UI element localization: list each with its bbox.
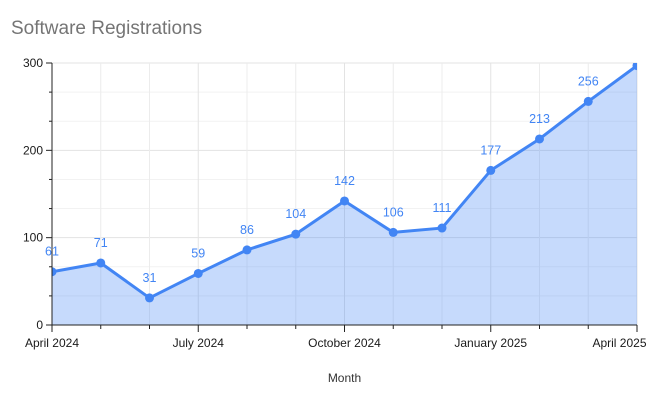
- series-markers: [48, 61, 642, 303]
- series-area-fill: [52, 65, 637, 325]
- data-point-marker[interactable]: [193, 268, 203, 278]
- chart-title: Software Registrations: [11, 18, 203, 39]
- x-axis-tick-label: January 2025: [454, 336, 527, 350]
- x-axis-title: Month: [327, 371, 362, 385]
- x-axis-tick-label: October 2024: [308, 336, 381, 350]
- data-point-label: 106: [383, 205, 404, 219]
- data-point-marker[interactable]: [535, 134, 544, 144]
- data-point-marker[interactable]: [583, 96, 593, 106]
- y-axis-tick-label: 100: [23, 231, 43, 245]
- data-point-label: 31: [143, 271, 157, 285]
- data-point-label: 213: [529, 112, 550, 126]
- data-point-marker[interactable]: [388, 227, 398, 237]
- data-point-label: 86: [240, 223, 254, 237]
- x-axis-tick-label: April 2025: [592, 336, 646, 350]
- data-point-label: 71: [94, 236, 108, 250]
- y-axis-tick-label: 300: [23, 56, 43, 70]
- data-point-marker[interactable]: [437, 223, 447, 233]
- x-axis-tick-label: July 2024: [173, 336, 225, 350]
- data-point-label: 256: [578, 74, 599, 88]
- data-point-marker[interactable]: [48, 267, 57, 277]
- data-point-label: 177: [480, 143, 501, 157]
- y-axis-tick-label: 200: [23, 143, 43, 157]
- data-point-label: 142: [334, 174, 355, 188]
- x-axis-tick-label: April 2024: [25, 336, 79, 350]
- data-point-label: 104: [285, 207, 306, 221]
- y-axis-tick-label: 0: [36, 318, 43, 332]
- data-point-marker[interactable]: [632, 61, 642, 71]
- data-point-marker[interactable]: [486, 165, 496, 175]
- data-point-marker[interactable]: [291, 229, 301, 239]
- data-point-marker[interactable]: [145, 293, 154, 303]
- data-point-label: 59: [191, 246, 205, 260]
- data-point-label: 111: [432, 201, 451, 215]
- data-point-marker[interactable]: [96, 258, 106, 268]
- data-point-marker[interactable]: [242, 245, 252, 255]
- data-point-marker[interactable]: [340, 196, 349, 206]
